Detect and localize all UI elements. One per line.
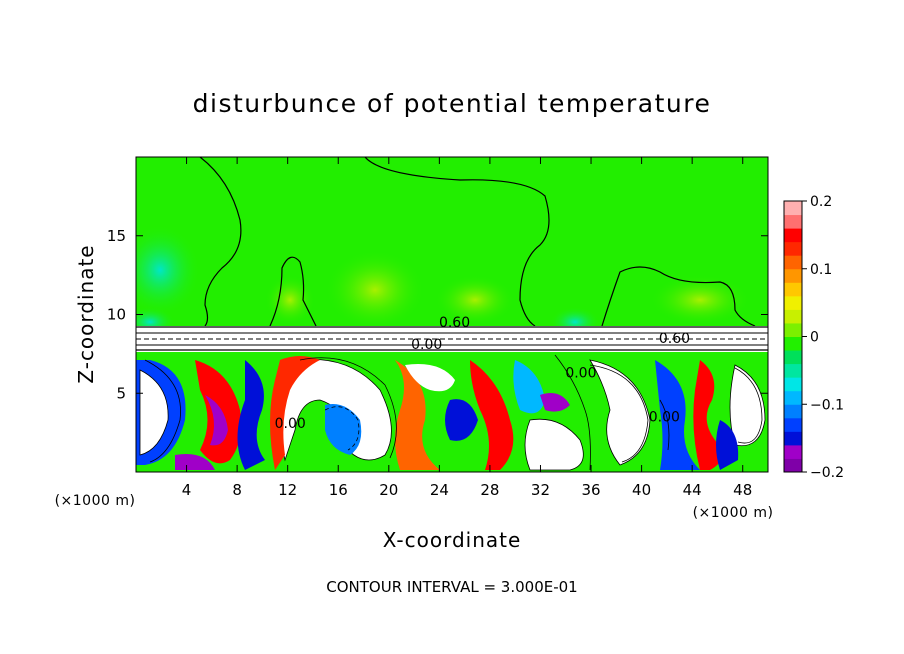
contour-line (601, 266, 756, 327)
colorbar-swatch (784, 377, 802, 392)
contour-line (659, 399, 670, 451)
colorbar-swatch (784, 404, 802, 419)
turbulent-eddies (136, 356, 766, 471)
plot-area (136, 157, 768, 472)
contour-label: 0.00 (649, 410, 680, 426)
colorbar-tick-label: −0.1 (810, 397, 844, 413)
eddy (270, 356, 320, 470)
y-tick-label: 10 (107, 306, 126, 324)
eddy (325, 404, 362, 455)
colorbar-swatch (784, 214, 802, 229)
field-blob (435, 275, 515, 325)
eddy (540, 392, 570, 412)
colorbar-swatch (784, 255, 802, 270)
eddy (205, 395, 228, 446)
colorbar-tick-label: −0.2 (810, 465, 844, 481)
contour-line (269, 256, 317, 327)
chart-title: disturbunce of potential temperature (193, 89, 712, 118)
x-tick-label: 16 (329, 481, 348, 499)
x-axis-label: X-coordinate (383, 528, 522, 552)
x-tick-label: 36 (581, 481, 600, 499)
eddy (395, 360, 440, 470)
x-tick-label: 28 (480, 481, 499, 499)
contour-line (554, 354, 591, 471)
contour-label: 0.00 (411, 337, 442, 353)
x-tick-label: 32 (531, 481, 550, 499)
eddy (693, 360, 722, 470)
x-tick-label: 8 (232, 481, 242, 499)
contour-line (324, 406, 360, 451)
colorbar-swatch (784, 309, 802, 324)
colorbar-swatch (784, 201, 802, 216)
x-axis: 4 8 12 16 20 24 28 32 36 40 44 48 (182, 157, 752, 499)
contour-line (299, 357, 397, 459)
eddy (470, 360, 514, 470)
x-tick-label: 4 (182, 481, 192, 499)
colorbar-swatch (784, 268, 802, 283)
x-tick-label: 40 (632, 481, 651, 499)
x-tick-label: 12 (278, 481, 297, 499)
x-tick-label: 24 (430, 481, 449, 499)
eddy (655, 360, 700, 470)
eddy (237, 360, 265, 470)
contour-line (589, 364, 649, 463)
colorbar-swatch (784, 458, 802, 473)
colorbar: 0.2 0.1 0 −0.1 −0.2 (783, 194, 844, 481)
contour-interval: CONTOUR INTERVAL = 3.000E-01 (326, 578, 577, 596)
contour-labels: 0.60 0.00 0.60 0.00 0.00 0.00 (275, 315, 690, 432)
eddy (405, 364, 455, 392)
contour-line (199, 157, 242, 327)
x-unit-label-left: (×1000 m) (55, 493, 136, 509)
field-blob (265, 275, 315, 325)
y-tick-label: 5 (116, 384, 126, 402)
contour-line (734, 367, 763, 444)
colorbar-tick-label: 0 (810, 330, 819, 346)
colorbar-swatch (784, 336, 802, 351)
x-tick-label: 44 (683, 481, 702, 499)
eddy (445, 399, 478, 441)
contour-label: 0.00 (565, 366, 596, 382)
x-tick-label: 48 (733, 481, 752, 499)
colorbar-swatch (784, 350, 802, 365)
eddy (175, 454, 215, 470)
colorbar-swatch (784, 295, 802, 310)
field-blob (325, 250, 425, 330)
contour-label: 0.00 (275, 416, 306, 432)
colorbar-swatch (784, 431, 802, 446)
eddy (716, 420, 739, 470)
eddy (513, 360, 545, 414)
colorbar-swatch (784, 363, 802, 378)
contour-line (364, 157, 550, 327)
contour-label: 0.60 (439, 315, 470, 331)
colorbar-swatch (784, 417, 802, 432)
field-blob (136, 225, 200, 315)
eddy (729, 364, 766, 447)
x-tick-label: 20 (379, 481, 398, 499)
y-tick-label: 15 (107, 227, 126, 245)
colorbar-swatch (784, 444, 802, 459)
field-blob (650, 275, 750, 325)
x-unit-label-right: (×1000 m) (693, 505, 774, 521)
colorbar-tick-label: 0.1 (810, 262, 832, 278)
eddy (139, 369, 169, 456)
colorbar-swatch (784, 241, 802, 256)
eddy (524, 418, 584, 471)
colorbar-tick-label: 0.2 (810, 194, 832, 210)
colorbar-swatch (784, 390, 802, 405)
colorbar-swatch (784, 322, 802, 337)
colorbar-swatch (784, 282, 802, 297)
colorbar-swatch (784, 228, 802, 243)
eddy (589, 359, 651, 466)
contour-label: 0.60 (659, 331, 690, 347)
y-axis-label: Z-coordinate (74, 244, 98, 383)
contour-line (144, 359, 181, 463)
y-axis: 5 10 15 (107, 227, 768, 402)
